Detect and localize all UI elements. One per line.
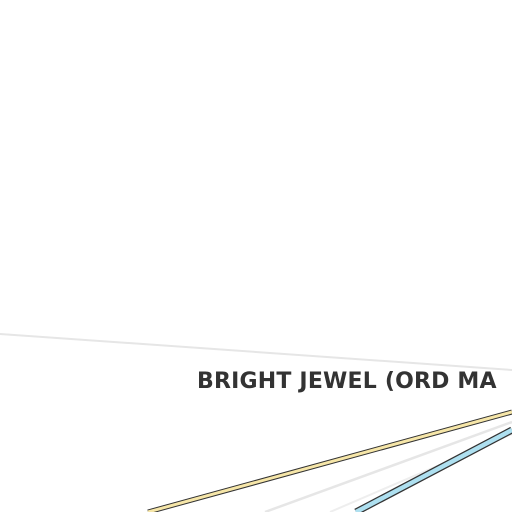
- secondary-road: [147, 410, 512, 512]
- minor-road-upper: [0, 333, 512, 371]
- road-name-label: BRIGHT JEWEL (ORD MA: [197, 369, 497, 394]
- minor-road-lower-1: [264, 420, 512, 512]
- major-road: [354, 428, 512, 512]
